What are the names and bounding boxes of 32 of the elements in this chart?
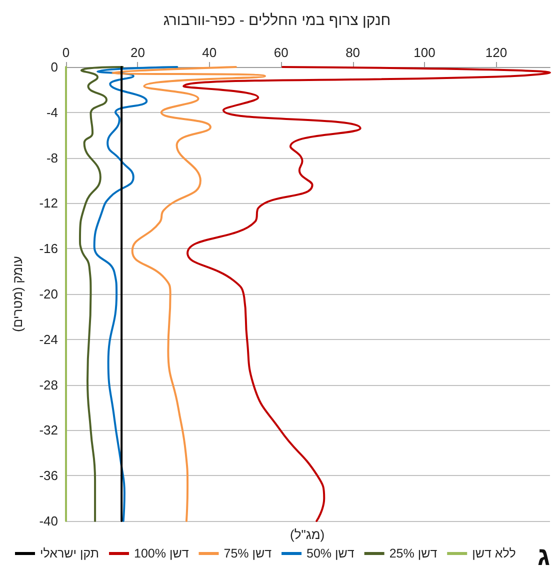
y-tick-label: -12 [39, 196, 58, 211]
x-tick-label: 60 [274, 45, 288, 60]
line-series [182, 66, 551, 522]
legend-label: תקן ישראלי [40, 546, 99, 560]
line-series [93, 66, 178, 522]
x-tick-label: 40 [202, 45, 217, 60]
legend-label: דשן 25% [389, 546, 438, 560]
y-tick-label: -28 [39, 377, 58, 392]
line-series [78, 66, 124, 522]
y-tick-label: -36 [39, 468, 58, 484]
text: ג [538, 541, 550, 571]
y-tick-label: -32 [39, 422, 58, 438]
legend-label: דשן 50% [306, 546, 354, 560]
y-tick-label: 0 [50, 60, 58, 74]
x-tick-label: 120 [485, 45, 508, 60]
y-tick-label: -24 [39, 332, 58, 347]
y-tick-label: -20 [39, 286, 58, 302]
y-tick-label: -8 [46, 150, 58, 166]
y-tick-label: -4 [46, 104, 58, 120]
x-tick-label: 0 [62, 45, 70, 60]
x-tick-label: 80 [346, 45, 360, 60]
legend-label: דשן 100% [134, 546, 189, 560]
y-tick-label: -16 [39, 241, 58, 256]
x-tick-label: 20 [130, 45, 145, 60]
line-series [112, 66, 266, 522]
legend-label: ללא דשן [472, 546, 516, 560]
x-tick-label: 100 [414, 45, 436, 60]
y-tick-label: -40 [39, 514, 58, 528]
legend-label: דשן 75% [224, 546, 272, 560]
x-axis-title: (מג"ל) [290, 527, 325, 542]
y-axis-title: עומק (מטרים) [10, 256, 25, 332]
chart-title: חנקן צרוף במי החללים - כפר-וורבורג [163, 12, 391, 29]
